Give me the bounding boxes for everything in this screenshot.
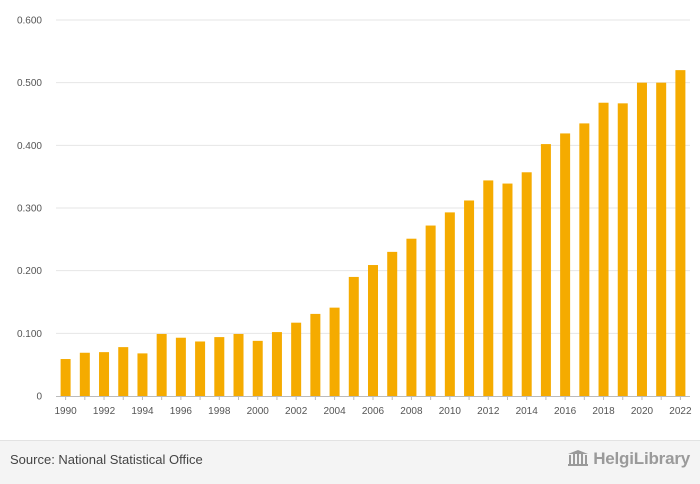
bar-2014[interactable]: [521, 172, 532, 396]
bar-1998[interactable]: [214, 337, 225, 396]
x-tick-label: 2002: [285, 406, 308, 417]
y-tick-label: 0.100: [17, 329, 42, 340]
bar-2020[interactable]: [636, 82, 647, 397]
x-axis-ticks: 1990 1992 1994 1996 1998 2000 2002 2004 2006 2008…: [54, 396, 692, 417]
x-tick-label: 1990: [54, 406, 77, 417]
y-axis-tick-labels: 0 0.100 0.200 0.300 0.400 0.500 0.600: [17, 16, 42, 403]
x-tick-label: 1996: [170, 406, 193, 417]
y-tick-label: 0.300: [17, 204, 42, 215]
bar-1992[interactable]: [99, 352, 110, 396]
y-tick-label: 0.200: [17, 266, 42, 277]
x-tick-label: 2012: [477, 406, 500, 417]
bar-series: [60, 70, 686, 397]
x-tick-label: 2018: [592, 406, 615, 417]
y-tick-label: 0.500: [17, 78, 42, 89]
bar-2005[interactable]: [348, 276, 359, 396]
x-tick-label: 2010: [439, 406, 462, 417]
bar-2019[interactable]: [617, 103, 628, 396]
bar-2011[interactable]: [464, 200, 475, 396]
bar-2006[interactable]: [368, 265, 378, 396]
x-tick-label: 1994: [131, 406, 154, 417]
bar-2021[interactable]: [656, 82, 667, 397]
bar-2022[interactable]: [675, 70, 686, 396]
bar-2007[interactable]: [387, 251, 398, 396]
bar-2012[interactable]: [483, 180, 494, 396]
x-tick-label: 2020: [631, 406, 654, 417]
bar-2004[interactable]: [329, 307, 340, 396]
x-tick-label: 2008: [400, 406, 423, 417]
bar-2002[interactable]: [291, 322, 302, 396]
bar-2017[interactable]: [579, 123, 590, 397]
bar-chart: 0 0.100 0.200 0.300 0.400 0.500 0.600 1990 1992…: [17, 16, 692, 418]
bar-1994[interactable]: [137, 353, 148, 396]
bar-1997[interactable]: [195, 341, 206, 396]
library-columns-icon: [568, 450, 589, 466]
logo-text: HelgiLibrary: [593, 449, 690, 468]
x-tick-label: 1998: [208, 406, 231, 417]
bar-2010[interactable]: [444, 212, 455, 396]
bar-1991[interactable]: [79, 352, 90, 396]
x-tick-label: 2006: [362, 406, 385, 417]
x-tick-label: 2004: [323, 406, 346, 417]
x-tick-label: 2014: [516, 406, 539, 417]
bar-2008[interactable]: [406, 238, 417, 396]
x-tick-label: 2000: [247, 406, 270, 417]
bar-2018[interactable]: [598, 102, 609, 396]
bar-2001[interactable]: [271, 332, 282, 396]
helgi-library-logo[interactable]: HelgiLibrary: [567, 449, 690, 469]
bar-1993[interactable]: [118, 347, 129, 396]
x-tick-label: 1992: [93, 406, 116, 417]
x-tick-label: 2022: [669, 406, 692, 417]
bar-2000[interactable]: [252, 340, 263, 396]
bar-2009[interactable]: [425, 225, 436, 396]
bar-2016[interactable]: [560, 133, 571, 396]
chart-footer: Source: National Statistical Office Helg…: [0, 440, 700, 484]
bar-1996[interactable]: [175, 337, 186, 396]
bar-2003[interactable]: [310, 313, 321, 396]
bar-2013[interactable]: [502, 183, 513, 396]
bar-1990[interactable]: [60, 359, 71, 396]
x-tick-label: 2016: [554, 406, 577, 417]
bar-2015[interactable]: [540, 144, 551, 396]
y-tick-label: 0.600: [17, 16, 42, 27]
bar-1999[interactable]: [233, 333, 244, 396]
bar-1995[interactable]: [156, 333, 167, 396]
source-note: Source: National Statistical Office: [10, 452, 203, 467]
y-tick-label: 0.400: [17, 141, 42, 152]
y-tick-label: 0: [36, 392, 42, 403]
